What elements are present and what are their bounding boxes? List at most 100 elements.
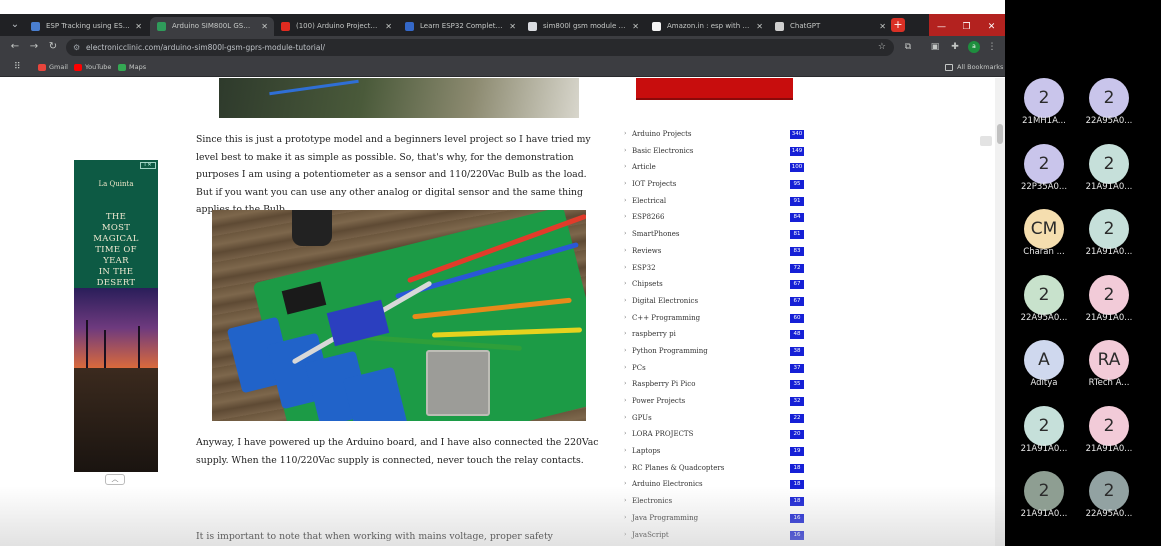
reload-icon[interactable]: ↻ [48,41,58,52]
category-item[interactable]: › Digital Electronics 67 [624,293,806,310]
ad-headline-line: DESERT [96,278,136,288]
participant-tile[interactable]: 2 21A91A0... [1008,405,1076,466]
close-tab-icon[interactable]: ✕ [632,22,639,31]
category-item[interactable]: › Electrical 91 [624,193,806,210]
ad-brand: La Quinta [98,180,134,188]
category-item[interactable]: › PCs 37 [624,360,806,377]
browser-tab[interactable]: Amazon.in : esp with gps ... ✕ [645,17,769,36]
new-tab-button[interactable]: + [891,18,905,32]
browser-tab[interactable]: ESP Tracking using ESP32 and ... ✕ [24,17,148,36]
category-item[interactable]: › ESP8266 84 [624,209,806,226]
category-count-badge: 100 [790,163,804,173]
all-bookmarks-button[interactable]: All Bookmarks [945,58,1003,77]
category-label: JavaScript [632,530,669,539]
bookmark-item[interactable]: Maps [118,58,146,77]
address-bar[interactable]: ⚙ electronicclinic.com/arduino-sim800l-g… [66,39,894,56]
close-tab-icon[interactable]: ✕ [509,22,516,31]
category-item[interactable]: › Python Programming 38 [624,343,806,360]
participant-tile[interactable]: 2 22P35A0... [1008,143,1076,204]
puzzle-icon[interactable]: ✚ [951,42,959,52]
category-item[interactable]: › Java Programming 16 [624,510,806,527]
profile-avatar[interactable]: a [968,41,980,53]
bookmark-item[interactable]: Gmail [38,58,68,77]
tab-strip: ⌄ ESP Tracking using ESP32 and ...✕Ardui… [0,14,1005,36]
category-item[interactable]: › Arduino Projects 340 [624,126,806,143]
participant-tile[interactable]: 2 22A95A0... [1073,471,1141,531]
window-controls: — ❐ ✕ [929,14,1005,36]
participant-tile[interactable]: 2 21A91A0... [1073,274,1141,335]
category-item[interactable]: › Laptops 19 [624,443,806,460]
advertisement[interactable]: i ✕ La Quinta THE MOST MAGICAL TIME OF YEAR I… [74,160,158,472]
browser-tab[interactable]: (100) Arduino Projects ESP, Iox... ✕ [274,17,398,36]
chat-icon[interactable] [980,136,992,146]
category-item[interactable]: › Arduino Electronics 18 [624,476,806,493]
close-tab-icon[interactable]: ✕ [385,22,392,31]
tab-groups-icon[interactable]: ▣ [930,42,940,52]
browser-tab[interactable]: Learn ESP32 Completely, ESP... ✕ [398,17,522,36]
participant-tile[interactable]: 2 22A95A0... [1073,78,1141,138]
participant-tile[interactable]: RA RTech A... [1073,340,1141,400]
category-label: LORA PROJECTS [632,430,694,439]
category-item[interactable]: › Electronics 18 [624,493,806,510]
close-tab-icon[interactable]: ✕ [261,22,268,31]
maximize-button[interactable]: ❐ [962,22,971,32]
tab-search-icon[interactable]: ⌄ [10,19,20,30]
browser-tab[interactable]: Arduino SIM800L GSM GPRS M... ✕ [150,17,274,36]
participant-avatar: 2 [1024,143,1064,184]
menu-kebab-icon[interactable]: ⋮ [987,42,997,52]
page-scrollbar[interactable] [995,78,1005,546]
category-item[interactable]: › GPUs 22 [624,410,806,427]
participant-tile[interactable]: CM Charan ... [1008,209,1076,269]
category-count-badge: 38 [790,346,804,356]
tab-favicon-icon [405,22,414,31]
participant-tile[interactable]: 2 21A91A0... [1073,209,1141,269]
browser-tab[interactable]: sim800l gsm module gsm ... ✕ [521,17,645,36]
category-label: Raspberry Pi Pico [632,380,696,389]
category-item[interactable]: › Chipsets 67 [624,276,806,293]
category-item[interactable]: › Article 100 [624,159,806,176]
category-item[interactable]: › Raspberry Pi Pico 35 [624,376,806,393]
ad-choices-icon[interactable]: i ✕ [140,162,156,169]
category-item[interactable]: › IOT Projects 95 [624,176,806,193]
sidebar-banner-ad[interactable] [636,78,793,100]
participant-avatar: 2 [1024,471,1064,511]
browser-tab[interactable]: ChatGPT ✕ [768,17,892,36]
ad-headline-line: THE [105,212,127,222]
category-label: Java Programming [632,513,699,522]
close-tab-icon[interactable]: ✕ [879,22,886,31]
participant-tile[interactable]: 2 21A91A0... [1008,471,1076,531]
category-label: Laptops [632,447,661,456]
category-item[interactable]: › RC Planes & Quadcopters 18 [624,460,806,477]
minimize-button[interactable]: — [937,22,946,32]
category-item[interactable]: › SmartPhones 81 [624,226,806,243]
category-item[interactable]: › ESP32 72 [624,260,806,277]
category-item[interactable]: › Power Projects 32 [624,393,806,410]
category-item[interactable]: › raspberry pi 48 [624,326,806,343]
close-tab-icon[interactable]: ✕ [135,22,142,31]
forward-arrow-icon[interactable]: → [29,41,39,52]
collapse-ad-button[interactable]: ︿ [105,474,125,485]
site-info-icon[interactable]: ⚙ [73,43,81,52]
category-item[interactable]: › LORA PROJECTS 20 [624,426,806,443]
participant-avatar: CM [1024,209,1064,249]
back-arrow-icon[interactable]: ← [10,41,20,52]
participant-tile[interactable]: 2 21MH1A... [1008,78,1076,138]
category-label: Electronics [632,497,673,506]
bookmark-star-icon[interactable]: ☆ [877,42,886,52]
close-tab-icon[interactable]: ✕ [756,22,763,31]
participant-tile[interactable]: 2 22A95A0... [1008,274,1076,335]
category-item[interactable]: › Basic Electronics 149 [624,143,806,160]
bookmark-item[interactable]: YouTube [74,58,111,77]
all-bookmarks-label: All Bookmarks [957,63,1004,71]
extensions-icon[interactable]: ⧉ [904,42,912,52]
participant-tile[interactable]: A Aditya [1008,340,1076,400]
close-window-button[interactable]: ✕ [987,22,996,32]
participant-avatar: RA [1089,340,1129,380]
participant-avatar: 2 [1024,78,1064,118]
category-item[interactable]: › JavaScript 16 [624,527,806,544]
category-item[interactable]: › Reviews 83 [624,243,806,260]
apps-grid-icon[interactable]: ⠿ [14,62,21,72]
participant-tile[interactable]: 2 21A91A0... [1073,143,1141,204]
participant-tile[interactable]: 2 21A91A0... [1073,405,1141,466]
category-item[interactable]: › C++ Programming 60 [624,310,806,327]
